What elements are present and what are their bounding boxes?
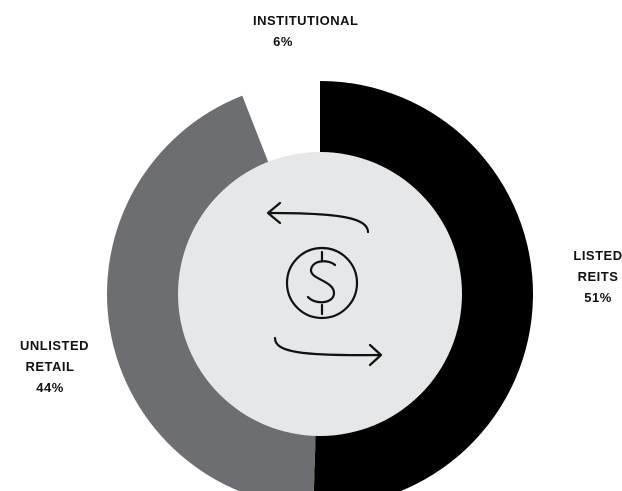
exchange-icon (266, 201, 383, 367)
donut-hole (178, 152, 462, 436)
slice-label: LISTED REITS 51% (560, 245, 622, 308)
slice-label: INSTITUTIONAL 6% (213, 10, 359, 52)
category-label: LISTED REITS (573, 248, 622, 284)
category-label: INSTITUTIONAL (253, 13, 359, 28)
value-label: 51% (584, 290, 612, 305)
category-label: UNLISTED RETAIL (20, 338, 89, 374)
value-label: 6% (273, 34, 293, 49)
slice-label: UNLISTED RETAIL 44% (0, 335, 100, 398)
value-label: 44% (36, 380, 64, 395)
